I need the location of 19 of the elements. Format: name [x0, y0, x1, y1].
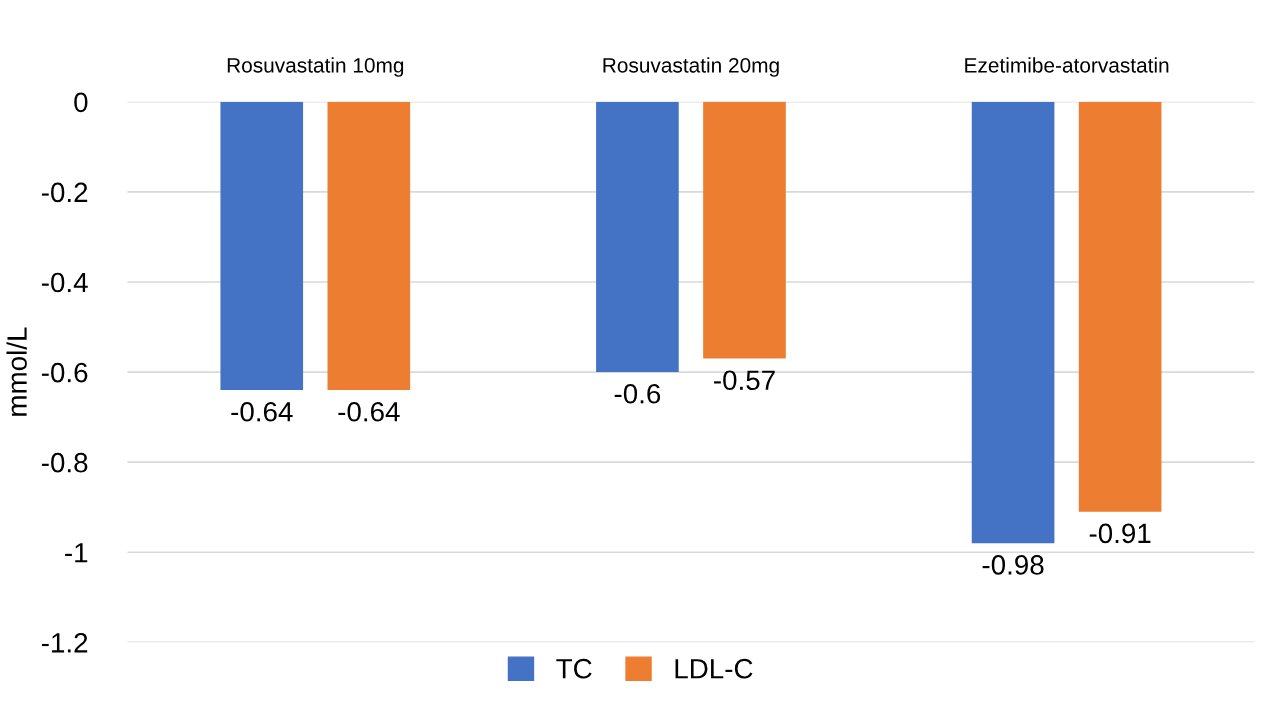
data-label: -0.64 [231, 401, 293, 422]
y-tick-label: -1 [65, 543, 88, 563]
x-tick-label: Rosuvastatin 20mg [603, 57, 779, 77]
data-label: -0.91 [1089, 523, 1151, 544]
legend-label: LDL-C [675, 658, 753, 679]
y-tick-label: 0 [74, 92, 88, 113]
y-axis-title: mmol/L [6, 327, 27, 416]
y-tick-label: -0.8 [41, 452, 88, 473]
x-tick-label: Rosuvastatin 10mg [227, 57, 404, 77]
data-label: -0.98 [982, 555, 1044, 575]
data-label: -0.6 [614, 383, 661, 404]
legend-label: TC [556, 658, 592, 679]
y-tick-label: -0.4 [41, 272, 88, 293]
y-tick-label: -0.6 [41, 362, 88, 383]
data-label: -0.64 [338, 401, 400, 422]
y-tick-label: -0.2 [41, 182, 88, 203]
data-label: -0.57 [714, 370, 775, 391]
y-tick-label: -1.2 [41, 633, 88, 653]
x-tick-label: Ezetimibe-atorvastatin [965, 57, 1169, 73]
